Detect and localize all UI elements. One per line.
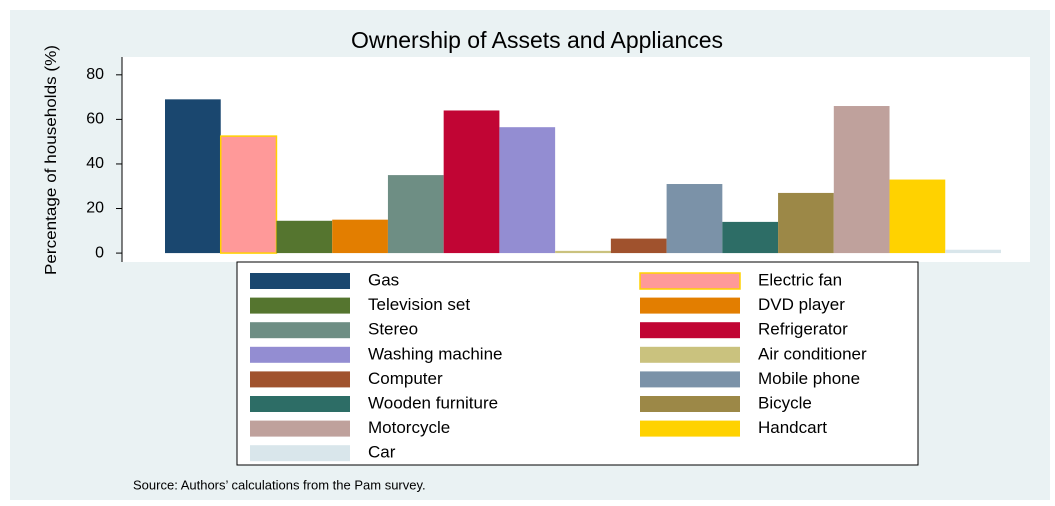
legend-label: Gas (368, 270, 399, 289)
legend-swatch (250, 396, 350, 412)
legend-swatch (250, 445, 350, 462)
legend-swatch (639, 272, 741, 290)
legend-swatch (250, 420, 350, 437)
bar (889, 179, 946, 254)
bar (722, 221, 779, 254)
legend-label: Motorcycle (368, 418, 450, 437)
bar (555, 250, 611, 254)
legend-label: Bicycle (758, 393, 812, 412)
bar (276, 220, 333, 254)
legend-swatch (640, 297, 740, 314)
legend-swatch (250, 322, 350, 339)
bar (610, 238, 667, 254)
y-tick-label: 0 (95, 244, 104, 261)
legend-label: Mobile phone (758, 369, 860, 388)
legend-label: Computer (368, 369, 443, 388)
bar (165, 99, 221, 254)
legend (236, 261, 919, 466)
legend-swatch (640, 322, 740, 339)
legend-swatch (250, 346, 350, 363)
legend-label: Washing machine (368, 344, 503, 363)
bar (833, 106, 890, 254)
bar (945, 249, 1001, 254)
chart-title: Ownership of Assets and Appliances (351, 27, 723, 53)
y-tick-label: 20 (86, 200, 104, 217)
bar (443, 110, 500, 254)
legend-swatch (640, 420, 740, 437)
legend-swatch (250, 273, 350, 289)
legend-label: Wooden furniture (368, 393, 498, 412)
legend-label: Stereo (368, 320, 418, 339)
legend-swatch (250, 297, 350, 314)
legend-swatch (640, 346, 740, 363)
bar (387, 175, 444, 254)
y-axis-label: Percentage of households (%) (43, 45, 60, 275)
y-tick-label: 60 (86, 111, 104, 128)
bar (499, 127, 556, 254)
legend-label: Handcart (758, 418, 827, 437)
legend-swatch (640, 371, 740, 388)
legend-label: Electric fan (758, 270, 842, 289)
legend-label: Car (368, 443, 396, 462)
legend-label: DVD player (758, 295, 845, 314)
legend-swatch (250, 371, 350, 388)
legend-label: Refrigerator (758, 320, 848, 339)
bar (778, 192, 834, 254)
legend-swatch (640, 396, 740, 412)
y-tick-label: 80 (86, 66, 104, 83)
bar (666, 184, 723, 254)
bar (219, 135, 278, 254)
bar (332, 219, 388, 254)
y-tick-label: 40 (86, 155, 104, 172)
legend-label: Air conditioner (758, 344, 867, 363)
legend-label: Television set (368, 295, 470, 314)
source-note: Source: Authors’ calculations from the P… (133, 477, 426, 492)
